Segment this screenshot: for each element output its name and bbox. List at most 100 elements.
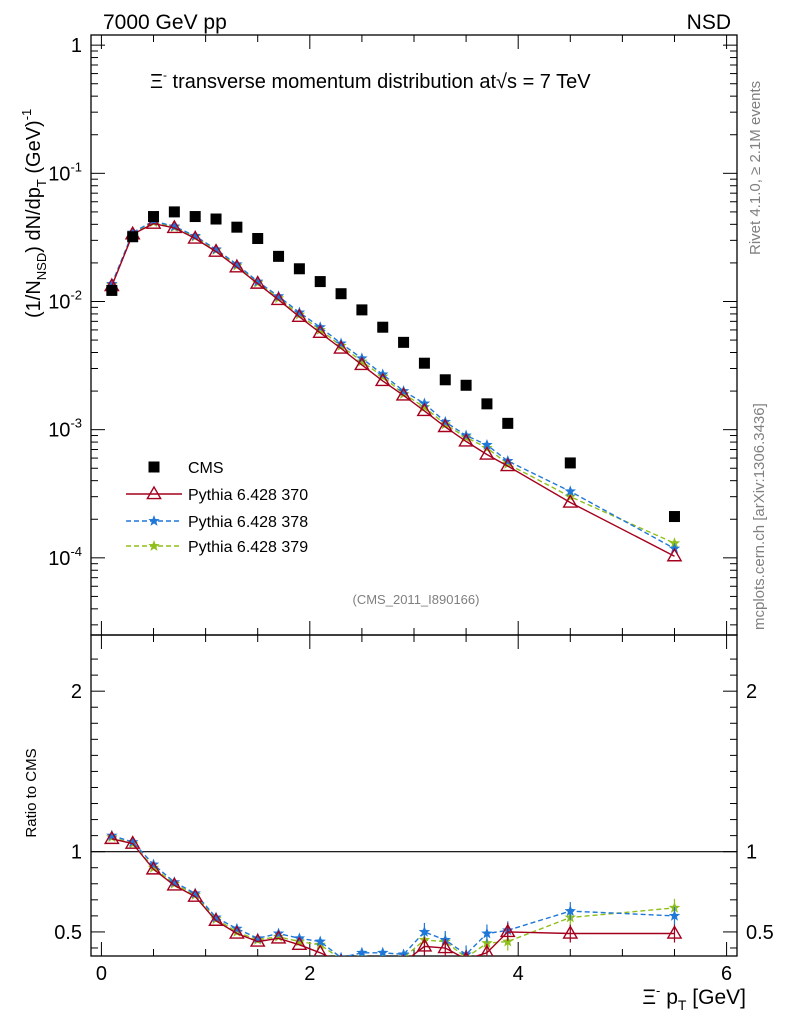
p370-point [333,340,349,354]
main-y-tick-label: 10-2 [48,287,82,313]
cms-point [564,457,576,469]
title-energy-text: s = 7 TeV [507,71,591,93]
p370-point [354,356,370,371]
p370-point [249,275,266,289]
p378-point [168,220,181,232]
p370-point [458,432,474,447]
p370-point [291,308,308,323]
cms-point [168,206,180,218]
p378-ratio-line [111,834,675,956]
p379-ratio-point [314,938,326,950]
p370-point [437,418,454,433]
p378-point [564,485,576,497]
p370-ratio-point [313,944,327,956]
p378-ratio-point [564,905,576,916]
p378-ratio-point [210,911,222,923]
cms-point [668,511,680,523]
p378-point [293,306,306,318]
legend-cms-label: CMS [188,460,224,477]
rivet-version-label: Rivet 4.1.0, ≥ 2.1M events [747,81,764,255]
p370-ratio-point [229,925,245,939]
analysis-reference: (CMS_2011_I890166) [353,592,480,607]
p379-line [111,221,675,544]
ratio-series-layer [103,829,683,971]
ratio-axis-ticks: 0.5 0.5 1 1 2 2 0 2 4 6 [54,635,774,985]
p370-point [499,457,516,472]
main-y-tick-label: 10-4 [48,544,82,570]
p370-point [312,324,329,339]
cms-point [356,304,368,316]
p370-point [416,402,433,417]
x-tick-label: 6 [721,963,732,985]
cms-point [481,398,493,410]
p379-ratio-point [502,935,514,947]
p370-point [187,230,204,244]
p378-ratio-point [335,951,347,956]
p370-point [166,219,183,234]
plot-title: Ξ- transverse momentum distribution at√s… [150,68,591,93]
cms-point [148,211,160,223]
legend-p378-label: Pythia 6.428 378 [188,514,308,531]
p370-ratio-point [480,944,494,956]
p370-ratio-point [376,959,389,971]
p370-point [208,243,224,257]
p370-point [562,494,579,508]
cms-point [439,374,451,386]
p378-line [111,220,675,550]
ratio-y-tick-label: 2 [71,681,82,703]
legend: CMS Pythia 6.428 370 Pythia 6.428 378 Pythi… [126,460,308,556]
p370-ratio-point [291,936,308,951]
p378-ratio-point [231,922,243,934]
p378-ratio-point [189,887,201,899]
p379-point [356,355,368,367]
legend-p370-marker [146,485,162,500]
cms-point [127,231,139,243]
main-series-layer [103,206,683,562]
main-y-axis-title: (1/NNSD) dN/dpT (GeV)-1 [19,109,49,318]
p378-ratio-point [272,927,285,939]
x-title-subscript: T [678,997,687,1013]
p370-point [270,291,287,306]
p370-ratio-point [666,925,683,939]
p378-ratio-point [397,948,410,956]
p378-ratio-point [356,946,368,956]
cms-point [502,417,514,429]
p370-ratio-point [437,939,454,954]
title-xi-symbol: Ξ [150,71,163,93]
p379-ratio-point [272,930,285,942]
p370-ratio-point [416,937,433,952]
p370-line [111,222,675,557]
p378-ratio-point [377,946,389,956]
p370-point [229,258,245,273]
cms-point [189,211,201,223]
p370-ratio-line [111,838,675,956]
p370-ratio-point [187,888,204,902]
p370-point [145,215,162,229]
x-title-p: p [660,986,678,1009]
x-axis-title: Ξ- pT [GeV] [642,983,746,1013]
p370-ratio-point [145,860,162,875]
cms-point [418,357,430,369]
ratio-y-tick-label: 0.5 [54,922,82,944]
x-title-unit: [GeV] [686,986,746,1009]
main-axis-ticks: 10-4 10-3 10-2 10-1 1 [48,35,737,635]
ratio-y-axis-title: Ratio to CMS [23,748,40,837]
p379-ratio-point [147,861,160,873]
p370-ratio-point [499,923,516,938]
p378-point [335,337,347,349]
p379-ratio-line [111,836,675,956]
legend-p379-marker [148,540,160,551]
p378-ratio-point [668,909,681,921]
p378-point [481,438,493,450]
header-left-label: 7000 GeV pp [103,11,227,34]
ratio-y-tick-label-right: 2 [746,681,757,703]
p378-point [210,243,222,255]
p379-ratio-point [231,925,243,937]
cms-point [314,276,326,288]
ratio-y-tick-label: 1 [71,842,82,864]
p378-point [397,385,410,396]
main-y-tick-label: 1 [71,35,82,57]
p378-point [231,258,243,270]
cms-point [398,336,410,348]
